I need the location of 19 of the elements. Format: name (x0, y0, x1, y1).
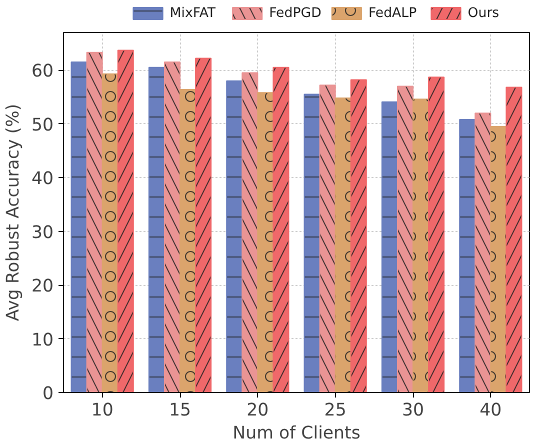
y-tick-label: 30 (31, 222, 54, 243)
y-axis-title: Avg Robust Accuracy (%) (3, 104, 24, 322)
y-tick-label: 0 (42, 384, 54, 404)
legend-label: FedALP (368, 6, 417, 21)
legend-label: Ours (468, 6, 500, 21)
x-axis-title: Num of Clients (232, 424, 360, 444)
x-tick-label: 10 (91, 400, 114, 420)
x-tick-label: 30 (402, 400, 424, 420)
x-tick-label: 15 (168, 400, 192, 420)
y-tick-label: 60 (31, 62, 54, 82)
legend-label: FedPGD (269, 6, 322, 21)
x-tick-label: 25 (324, 400, 346, 420)
y-tick-label: 10 (31, 330, 54, 350)
x-tick-label: 40 (480, 400, 502, 420)
x-tick-label: 20 (246, 400, 269, 420)
y-tick-label: 40 (31, 169, 54, 190)
y-tick-label: 20 (31, 276, 54, 297)
y-tick-label: 50 (31, 115, 54, 136)
legend-label: MixFAT (170, 6, 216, 21)
